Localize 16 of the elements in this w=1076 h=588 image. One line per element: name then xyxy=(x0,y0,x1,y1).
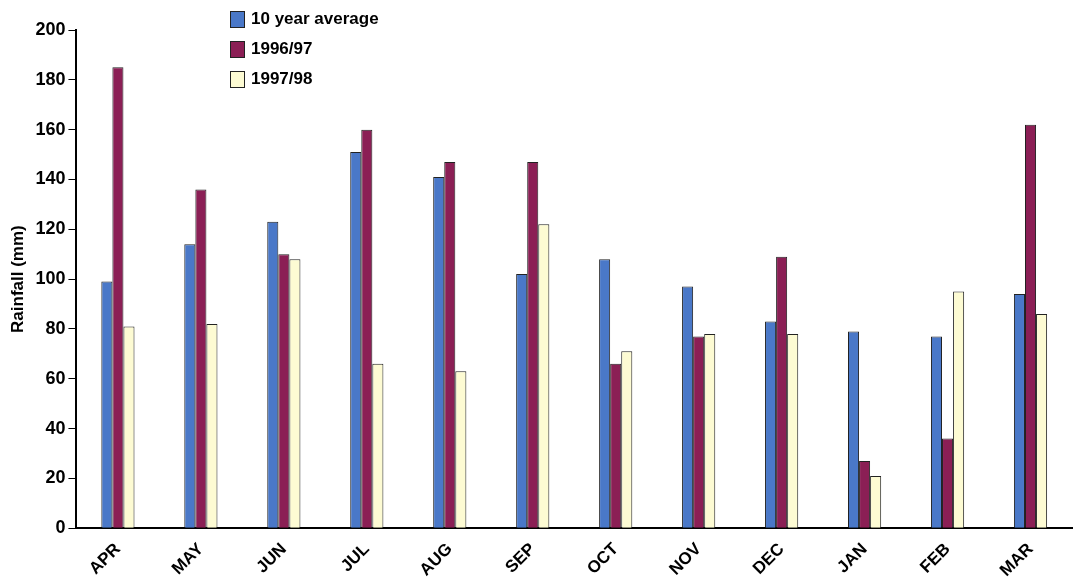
x-tick-label: JUL xyxy=(336,539,373,576)
y-tick-label: 20 xyxy=(45,467,66,488)
y-tick-label: 140 xyxy=(35,168,66,189)
legend-label: 10 year average xyxy=(251,9,379,29)
y-tick-label: 80 xyxy=(45,317,66,338)
legend-label: 1997/98 xyxy=(251,69,313,89)
y-tick-label: 200 xyxy=(35,18,66,39)
y-tick-label: 120 xyxy=(35,218,66,239)
legend-label: 1996/97 xyxy=(251,39,313,59)
y-tick-label: 60 xyxy=(45,367,66,388)
y-tick-label: 100 xyxy=(35,268,66,289)
y-tick-label: 40 xyxy=(45,417,66,438)
y-tick-label: 180 xyxy=(35,68,66,89)
y-axis-title: Rainfall (mm) xyxy=(7,225,27,333)
y-tick-label: 0 xyxy=(55,517,66,538)
y-tick-label: 160 xyxy=(35,118,66,139)
